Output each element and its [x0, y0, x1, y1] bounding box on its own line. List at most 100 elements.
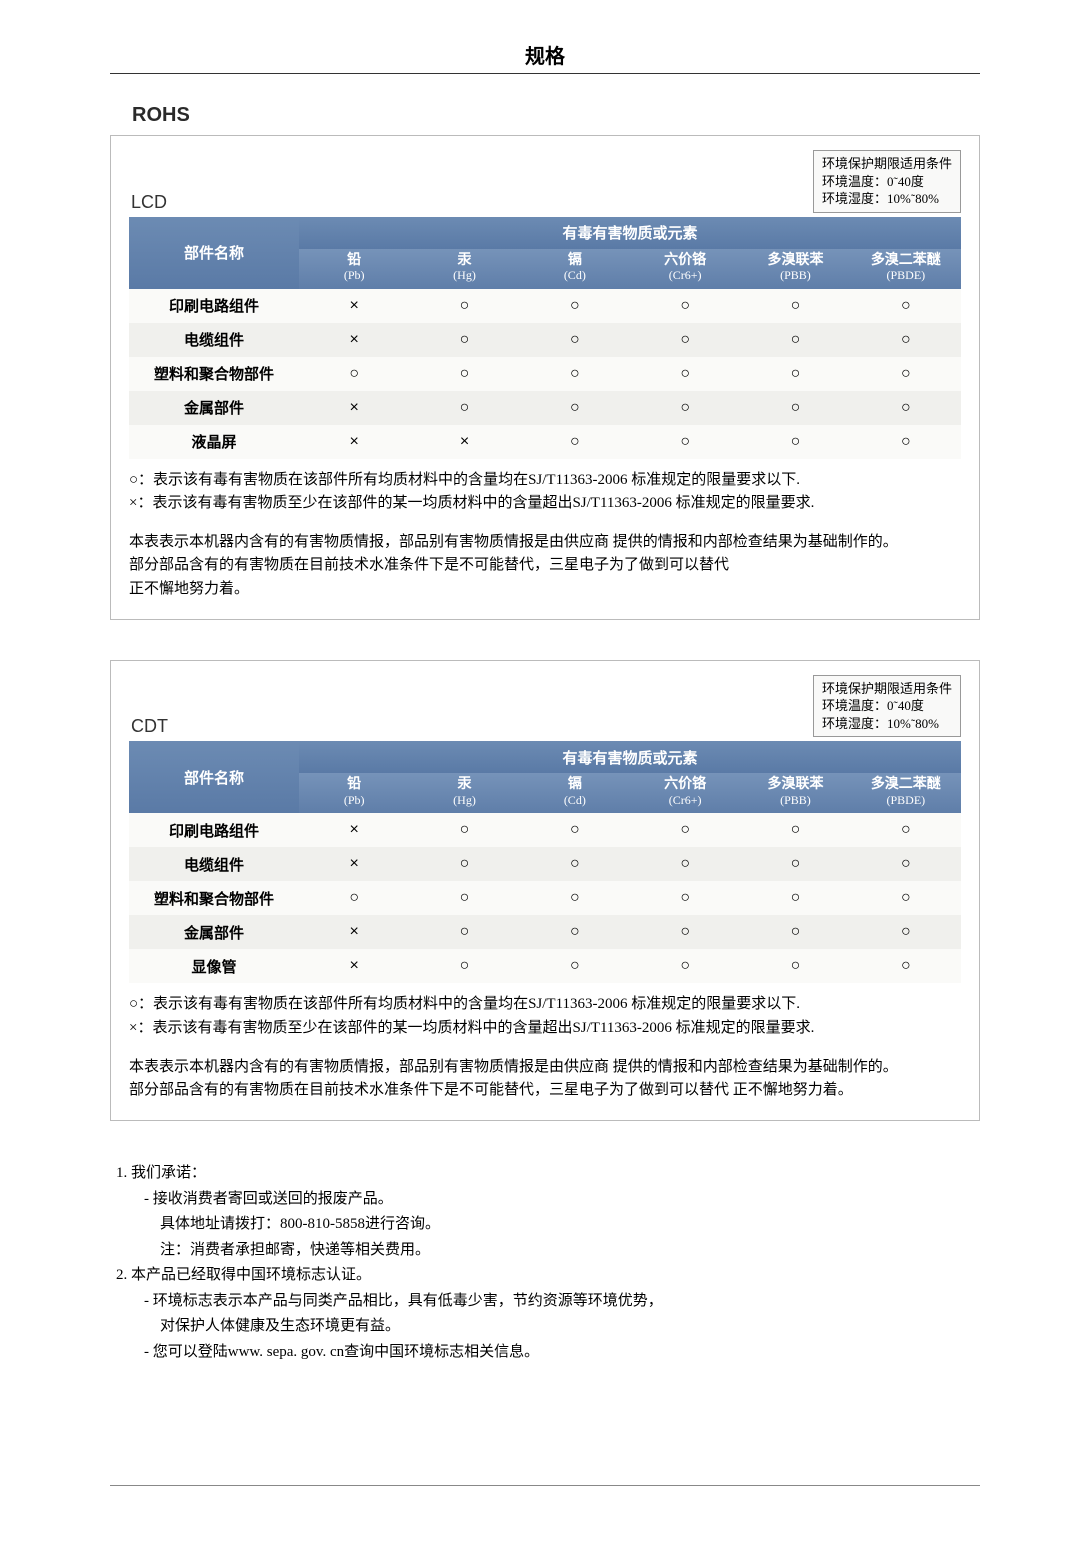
footer-line: 注：消费者承担邮寄，快递等相关费用。 [116, 1238, 980, 1264]
col-hazard-group: 有毒有害物质或元素 [299, 217, 961, 249]
note-line: ○：表示该有毒有害物质在该部件所有均质材料中的含量均在SJ/T11363-200… [129, 469, 961, 492]
footer-line: 2. 本产品已经取得中国环境标志认证。 [116, 1263, 980, 1289]
mark-cell: ○ [740, 357, 850, 391]
mark-cell: ○ [409, 289, 519, 323]
mark-cell: ○ [740, 915, 850, 949]
table-row: 显像管×○○○○○ [129, 949, 961, 983]
mark-cell: ○ [409, 847, 519, 881]
mark-cell: ○ [630, 357, 740, 391]
mark-cell: ○ [851, 847, 961, 881]
mark-cell: ○ [630, 847, 740, 881]
mark-cell: ○ [520, 949, 630, 983]
title-underline [110, 73, 980, 74]
mark-cell: ○ [520, 357, 630, 391]
mark-cell: ○ [630, 915, 740, 949]
page-title: 规格 [110, 40, 980, 69]
mark-cell: ○ [409, 949, 519, 983]
mark-cell: ○ [520, 915, 630, 949]
note-line: 部分部品含有的有害物质在目前技术水准条件下是不可能替代，三星电子为了做到可以替代… [129, 1079, 961, 1102]
mark-cell: ○ [851, 915, 961, 949]
part-name-cell: 印刷电路组件 [129, 289, 299, 323]
lcd-env-box: 环境保护期限适用条件 环境温度：0˜40度 环境湿度：10%˜80% [813, 150, 961, 213]
footer-line: 具体地址请拨打：800-810-5858进行咨询。 [116, 1212, 980, 1238]
lcd-box: LCD 环境保护期限适用条件 环境温度：0˜40度 环境湿度：10%˜80% 部… [110, 135, 980, 620]
mark-cell: ○ [851, 289, 961, 323]
table-row: 电缆组件×○○○○○ [129, 847, 961, 881]
mark-cell: ○ [409, 915, 519, 949]
mark-cell: ○ [740, 323, 850, 357]
table-row: 印刷电路组件×○○○○○ [129, 289, 961, 323]
col-part-name: 部件名称 [129, 741, 299, 813]
col-cr6: 六价铬(Cr6+) [630, 249, 740, 289]
footer-line: - 接收消费者寄回或送回的报废产品。 [116, 1187, 980, 1213]
mark-cell: ○ [851, 323, 961, 357]
lcd-table: 部件名称 有毒有害物质或元素 铅(Pb) 汞(Hg) 镉(Cd) 六价铬(Cr6… [129, 217, 961, 459]
env-line: 环境温度：0˜40度 [822, 173, 952, 191]
part-name-cell: 塑料和聚合物部件 [129, 881, 299, 915]
mark-cell: ○ [851, 357, 961, 391]
mark-cell: ○ [740, 391, 850, 425]
mark-cell: ○ [851, 391, 961, 425]
table-row: 液晶屏××○○○○ [129, 425, 961, 459]
part-name-cell: 电缆组件 [129, 323, 299, 357]
col-pb: 铅(Pb) [299, 249, 409, 289]
mark-cell: ○ [740, 881, 850, 915]
footer-line: - 环境标志表示本产品与同类产品相比，具有低毒少害，节约资源等环境优势， [116, 1289, 980, 1315]
note-line: ×：表示该有毒有害物质至少在该部件的某一均质材料中的含量超出SJ/T11363-… [129, 1017, 961, 1040]
col-pbb: 多溴联苯(PBB) [740, 773, 850, 813]
mark-cell: ○ [409, 391, 519, 425]
col-cr6: 六价铬(Cr6+) [630, 773, 740, 813]
col-pbb: 多溴联苯(PBB) [740, 249, 850, 289]
mark-cell: ○ [520, 813, 630, 847]
mark-cell: ○ [630, 881, 740, 915]
mark-cell: ○ [630, 425, 740, 459]
lcd-notes: ○：表示该有毒有害物质在该部件所有均质材料中的含量均在SJ/T11363-200… [129, 469, 961, 601]
mark-cell: ○ [851, 881, 961, 915]
mark-cell: × [299, 289, 409, 323]
mark-cell: ○ [520, 881, 630, 915]
mark-cell: ○ [740, 813, 850, 847]
mark-cell: ○ [409, 881, 519, 915]
env-line: 环境湿度：10%˜80% [822, 190, 952, 208]
cdt-table: 部件名称 有毒有害物质或元素 铅(Pb) 汞(Hg) 镉(Cd) 六价铬(Cr6… [129, 741, 961, 983]
table-row: 金属部件×○○○○○ [129, 915, 961, 949]
mark-cell: ○ [520, 289, 630, 323]
mark-cell: × [299, 425, 409, 459]
mark-cell: × [299, 847, 409, 881]
col-cd: 镉(Cd) [520, 249, 630, 289]
mark-cell: ○ [409, 323, 519, 357]
mark-cell: ○ [630, 949, 740, 983]
mark-cell: ○ [740, 949, 850, 983]
part-name-cell: 金属部件 [129, 391, 299, 425]
mark-cell: × [409, 425, 519, 459]
table-row: 印刷电路组件×○○○○○ [129, 813, 961, 847]
col-pb: 铅(Pb) [299, 773, 409, 813]
mark-cell: ○ [851, 949, 961, 983]
mark-cell: × [299, 323, 409, 357]
mark-cell: ○ [630, 391, 740, 425]
footer-line: 1. 我们承诺： [116, 1161, 980, 1187]
mark-cell: ○ [409, 357, 519, 391]
table-row: 塑料和聚合物部件○○○○○○ [129, 357, 961, 391]
note-line: 正不懈地努力着。 [129, 578, 961, 601]
col-cd: 镉(Cd) [520, 773, 630, 813]
note-line: ○：表示该有毒有害物质在该部件所有均质材料中的含量均在SJ/T11363-200… [129, 993, 961, 1016]
mark-cell: ○ [409, 813, 519, 847]
mark-cell: ○ [630, 323, 740, 357]
col-hg: 汞(Hg) [409, 249, 519, 289]
mark-cell: ○ [630, 813, 740, 847]
col-hg: 汞(Hg) [409, 773, 519, 813]
bottom-rule [110, 1485, 980, 1486]
mark-cell: ○ [520, 323, 630, 357]
note-line: ×：表示该有毒有害物质至少在该部件的某一均质材料中的含量超出SJ/T11363-… [129, 492, 961, 515]
part-name-cell: 液晶屏 [129, 425, 299, 459]
col-pbde: 多溴二苯醚(PBDE) [851, 249, 961, 289]
commitment-list: 1. 我们承诺： - 接收消费者寄回或送回的报废产品。 具体地址请拨打：800-… [110, 1161, 980, 1365]
col-hazard-group: 有毒有害物质或元素 [299, 741, 961, 773]
col-part-name: 部件名称 [129, 217, 299, 289]
mark-cell: ○ [520, 391, 630, 425]
cdt-env-box: 环境保护期限适用条件 环境温度：0˜40度 环境湿度：10%˜80% [813, 675, 961, 738]
note-line: 本表表示本机器内含有的有害物质情报，部品别有害物质情报是由供应商 提供的情报和内… [129, 531, 961, 554]
footer-line: 对保护人体健康及生态环境更有益。 [116, 1314, 980, 1340]
footer-line: - 您可以登陆www. sepa. gov. cn查询中国环境标志相关信息。 [116, 1340, 980, 1366]
